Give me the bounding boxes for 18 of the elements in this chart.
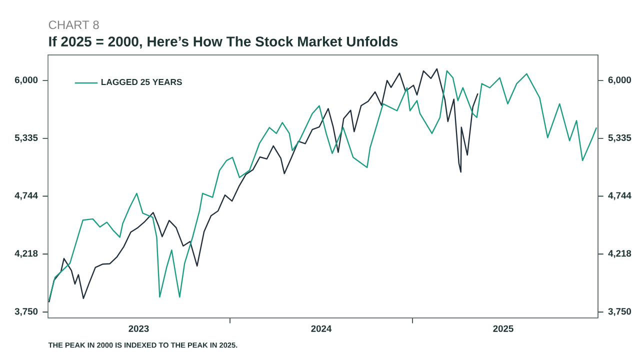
y-tick-label: 5,335 [14, 134, 38, 142]
x-tick-label: 2025 [493, 325, 514, 332]
y-tick-label: 6,000 [14, 76, 38, 85]
text: 5,335 [608, 134, 632, 142]
text: 4,218 [608, 250, 632, 258]
text: 6,000 [608, 76, 632, 85]
line-series [48, 68, 478, 303]
y-tick-label: 3,750 [14, 308, 38, 316]
chart-title: If 2025 = 2000, Here’s How The Stock Market Unfolds [49, 36, 398, 49]
chart-subtitle: CHART 8 [48, 20, 99, 30]
y-tick-label: 4,744 [14, 192, 38, 200]
legend-label: LAGGED 25 YEARS [101, 78, 182, 86]
x-tick-label: 2024 [311, 325, 332, 332]
y-tick-label: 4,218 [14, 250, 38, 258]
line-series [48, 70, 598, 301]
text: 3,750 [608, 308, 632, 316]
text: 4,744 [608, 192, 632, 200]
x-tick-label: 2023 [128, 325, 149, 332]
